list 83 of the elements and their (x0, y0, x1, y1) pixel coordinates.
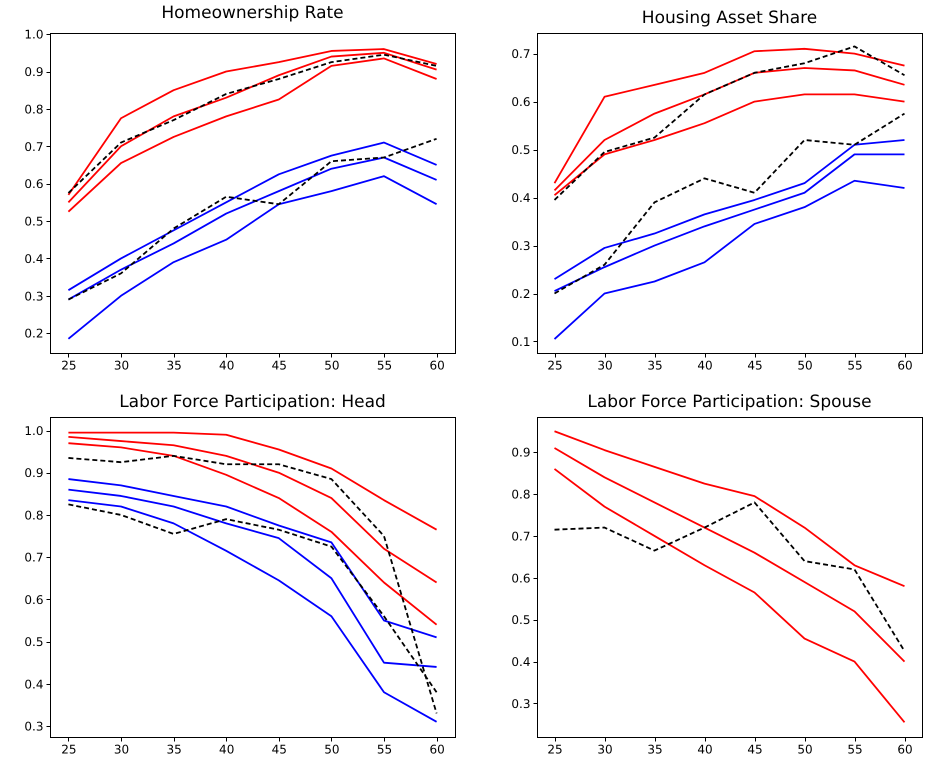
y-tick-label: 0.6 (511, 95, 530, 110)
line-series (554, 447, 906, 663)
line-series (554, 468, 906, 724)
y-tick-label: 0.5 (24, 214, 44, 229)
y-tick-label: 0.8 (24, 508, 44, 522)
x-tick-label: 45 (272, 358, 287, 372)
x-tick-label: 40 (219, 358, 234, 372)
x-tick-label: 60 (429, 358, 445, 372)
line-series (554, 180, 906, 340)
x-tick-label: 40 (697, 742, 713, 756)
chart-title: Labor Force Participation: Spouse (587, 392, 872, 412)
line-series (68, 175, 438, 340)
x-tick-label: 40 (219, 742, 234, 756)
y-tick-label: 0.6 (24, 177, 44, 192)
x-tick-label: 50 (797, 742, 813, 756)
x-tick-label: 40 (697, 358, 713, 372)
x-tick-label: 50 (324, 358, 340, 372)
x-tick-label: 60 (429, 742, 445, 756)
y-tick-label: 0.9 (511, 446, 530, 460)
y-tick-label: 0.3 (511, 239, 530, 254)
y-tick-label: 0.5 (511, 143, 530, 158)
y-tick-label: 0.6 (24, 592, 44, 607)
x-tick-label: 50 (797, 358, 813, 372)
chart-title: Homeownership Rate (161, 3, 344, 24)
y-tick-label: 0.4 (24, 677, 44, 692)
x-tick-label: 45 (272, 742, 287, 756)
y-tick-label: 1.0 (24, 424, 44, 438)
x-tick-label: 30 (597, 742, 613, 756)
line-series (68, 432, 438, 531)
line-series (554, 153, 906, 292)
line-series (554, 67, 906, 192)
y-tick-label: 0.3 (511, 696, 530, 711)
y-tick-label: 0.7 (511, 529, 530, 544)
line-series (554, 430, 906, 588)
x-tick-label: 35 (166, 742, 182, 756)
y-tick-label: 0.2 (511, 287, 530, 302)
x-tick-label: 60 (897, 358, 913, 372)
x-tick-label: 30 (114, 358, 130, 372)
x-tick-label: 35 (647, 742, 663, 756)
y-tick-label: 0.9 (24, 466, 44, 480)
y-tick-label: 0.5 (511, 613, 530, 628)
line-series (554, 112, 906, 294)
x-tick-label: 25 (61, 742, 77, 756)
y-tick-label: 0.6 (511, 571, 530, 586)
y-tick-label: 0.1 (511, 334, 530, 349)
x-tick-label: 55 (376, 358, 392, 372)
x-tick-label: 45 (747, 742, 763, 756)
x-tick-label: 55 (847, 358, 863, 372)
line-series (554, 139, 906, 280)
x-tick-label: 35 (647, 358, 663, 372)
y-tick-label: 0.8 (24, 102, 44, 116)
chart-title: Housing Asset Share (642, 8, 818, 28)
line-series (68, 442, 438, 626)
x-tick-label: 25 (547, 358, 563, 372)
x-tick-label: 30 (597, 358, 613, 372)
line-series (68, 488, 438, 668)
y-tick-label: 0.3 (24, 289, 44, 304)
y-tick-label: 0.5 (24, 635, 44, 650)
x-tick-label: 25 (61, 358, 77, 372)
line-series (68, 478, 438, 638)
x-tick-label: 55 (376, 742, 392, 756)
line-series (68, 454, 438, 714)
x-tick-label: 30 (114, 742, 130, 756)
line-series (554, 94, 906, 196)
y-tick-label: 0.4 (511, 655, 530, 670)
y-tick-label: 0.8 (511, 488, 530, 502)
y-tick-label: 0.3 (24, 720, 44, 734)
x-tick-label: 45 (747, 358, 763, 372)
y-tick-label: 0.9 (24, 65, 44, 80)
y-tick-label: 0.4 (511, 191, 530, 206)
x-tick-label: 55 (847, 742, 863, 756)
x-tick-label: 50 (324, 742, 340, 756)
line-series (68, 436, 438, 584)
chart-title: Labor Force Participation: Head (119, 392, 386, 412)
y-tick-label: 1.0 (24, 28, 44, 42)
y-tick-label: 0.7 (24, 550, 44, 565)
x-tick-label: 35 (166, 358, 182, 372)
y-tick-label: 0.7 (511, 47, 530, 62)
y-tick-label: 0.4 (24, 252, 44, 266)
x-tick-label: 25 (547, 742, 563, 756)
x-tick-label: 60 (897, 742, 913, 756)
y-tick-label: 0.7 (24, 140, 44, 154)
y-tick-label: 0.2 (24, 326, 44, 341)
